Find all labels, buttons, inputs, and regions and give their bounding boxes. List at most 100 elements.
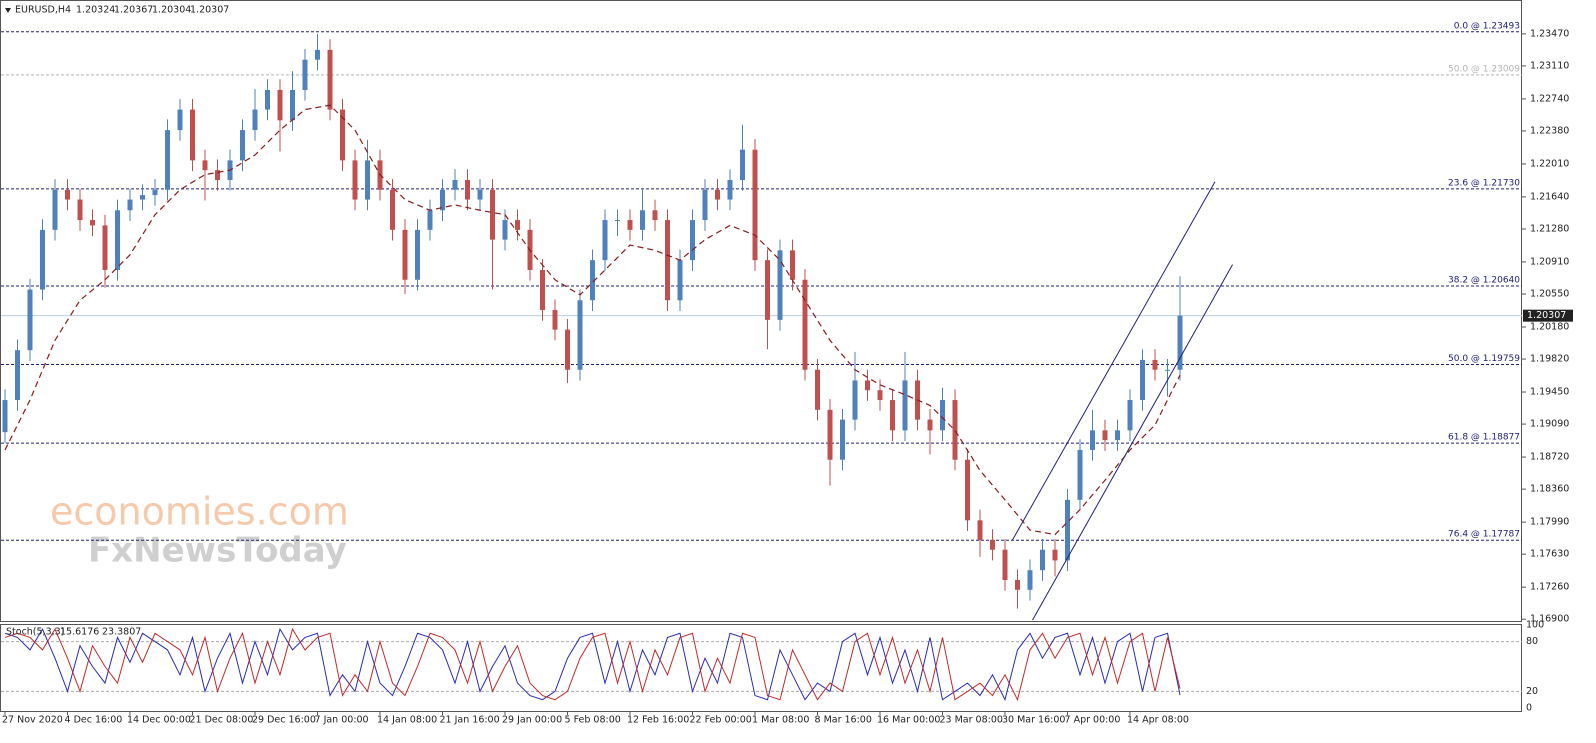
symbol: EURUSD,H4 [15, 5, 71, 16]
x-tick-label: 4 Dec 16:00 [65, 715, 123, 726]
quote-value: 1.20367 [114, 5, 153, 16]
candle-body [1040, 549, 1045, 571]
fib-label: 50.0 @ 1.19759 [1448, 354, 1520, 364]
stoch-tick-label: 0 [1526, 703, 1532, 714]
candle-body [777, 250, 783, 320]
x-tick-label: 21 Dec 08:00 [190, 715, 254, 726]
candle-body [502, 220, 508, 240]
candle-body [252, 109, 258, 131]
candle-body [302, 59, 308, 90]
y-tick-label: 1.23110 [1530, 60, 1569, 71]
candle-body [177, 109, 183, 131]
candle-body [765, 260, 770, 320]
y-tick-label: 1.17630 [1530, 549, 1569, 560]
candle-body [277, 89, 283, 121]
x-tick-label: 7 Apr 00:00 [1065, 715, 1121, 726]
candle-body [65, 189, 70, 200]
watermark: economies.com [50, 490, 349, 534]
candle-body [590, 260, 595, 301]
candle-body [715, 189, 720, 200]
candle-body [552, 310, 558, 330]
moving-average [4, 104, 1181, 536]
candle-body [315, 49, 320, 60]
y-tick-label: 1.20550 [1530, 289, 1569, 300]
x-tick-label: 7 Jan 00:00 [315, 715, 369, 726]
x-tick-label: 29 Dec 16:00 [252, 715, 316, 726]
price-pane [0, 0, 1522, 622]
stoch-value: 15.6176 [60, 627, 99, 638]
menu-arrow[interactable] [5, 8, 11, 13]
candle-body [202, 160, 208, 171]
x-tick-label: 14 Jan 08:00 [377, 715, 437, 726]
fib-label: 61.8 @ 1.18877 [1448, 433, 1520, 443]
candle-body [690, 220, 695, 261]
candle-body [490, 189, 495, 240]
x-tick-label: 16 Mar 00:00 [877, 715, 940, 726]
candle-body [402, 229, 408, 280]
channel-line [1032, 264, 1233, 621]
x-tick-label: 27 Nov 2020 [2, 715, 63, 726]
fib-label: 0.0 @ 1.23493 [1454, 21, 1520, 31]
candle-body [465, 179, 470, 200]
candle-body [1052, 549, 1058, 561]
candle-body [190, 109, 195, 161]
candle-body [990, 539, 995, 550]
candle-body [640, 210, 645, 230]
candle-body [15, 350, 20, 401]
candle-body [1027, 570, 1033, 590]
candle-body [827, 409, 833, 460]
candle-body [327, 49, 333, 110]
watermark: FxNewsToday [88, 531, 347, 571]
candle-body [2, 400, 8, 433]
candle-body [452, 179, 458, 190]
candle-body [615, 220, 620, 222]
x-tick-label: 1 Mar 08:00 [752, 715, 809, 726]
candle-body [352, 160, 358, 200]
candle-body [540, 269, 545, 311]
y-tick-label: 1.19090 [1530, 419, 1569, 430]
candle-body [702, 189, 708, 221]
y-tick-label: 1.20180 [1530, 321, 1569, 332]
candle-body [677, 260, 683, 301]
candle-body [577, 300, 583, 370]
candle-body [740, 149, 745, 180]
fib-label: 23.6 @ 1.21730 [1448, 178, 1520, 188]
candle-body [290, 89, 295, 121]
candle-body [390, 189, 395, 230]
candle-body [165, 130, 170, 190]
candle-body [752, 149, 758, 261]
fib-label: 38.2 @ 1.20640 [1448, 275, 1520, 285]
x-tick-label: 5 Feb 08:00 [565, 715, 621, 726]
candle-body [927, 419, 933, 431]
x-tick-label: 29 Jan 00:00 [502, 715, 562, 726]
candle-body [940, 400, 945, 431]
fib-label: 50.0 @ 1.23009 [1448, 64, 1520, 74]
candle-body [215, 170, 220, 180]
candle-body [40, 229, 45, 290]
candle-body [665, 220, 670, 301]
y-tick-label: 1.19450 [1530, 387, 1569, 398]
candle-body [415, 229, 420, 280]
candle-body [1140, 359, 1145, 401]
fib-label: 76.4 @ 1.17787 [1448, 530, 1520, 540]
candle-body [977, 520, 983, 540]
candle-body [115, 210, 120, 270]
candle-body [890, 400, 895, 431]
candle-body [902, 380, 908, 431]
x-tick-label: 23 Mar 08:00 [940, 715, 1003, 726]
candle-body [265, 89, 270, 110]
candle-body [852, 380, 858, 420]
candle-body [1127, 400, 1133, 431]
candle-body [102, 225, 108, 270]
y-tick-label: 1.22010 [1530, 158, 1569, 169]
x-tick-label: 22 Feb 00:00 [690, 715, 752, 726]
candle-body [1002, 549, 1008, 581]
quote-value: 1.20324 [76, 5, 115, 16]
candle-body [427, 210, 433, 230]
y-tick-label: 1.16900 [1530, 614, 1569, 625]
candle-body [1065, 499, 1070, 561]
candle-body [477, 189, 483, 200]
stoch-title: Stoch(5,3,3) [6, 627, 64, 638]
y-tick-label: 1.22740 [1530, 93, 1569, 104]
